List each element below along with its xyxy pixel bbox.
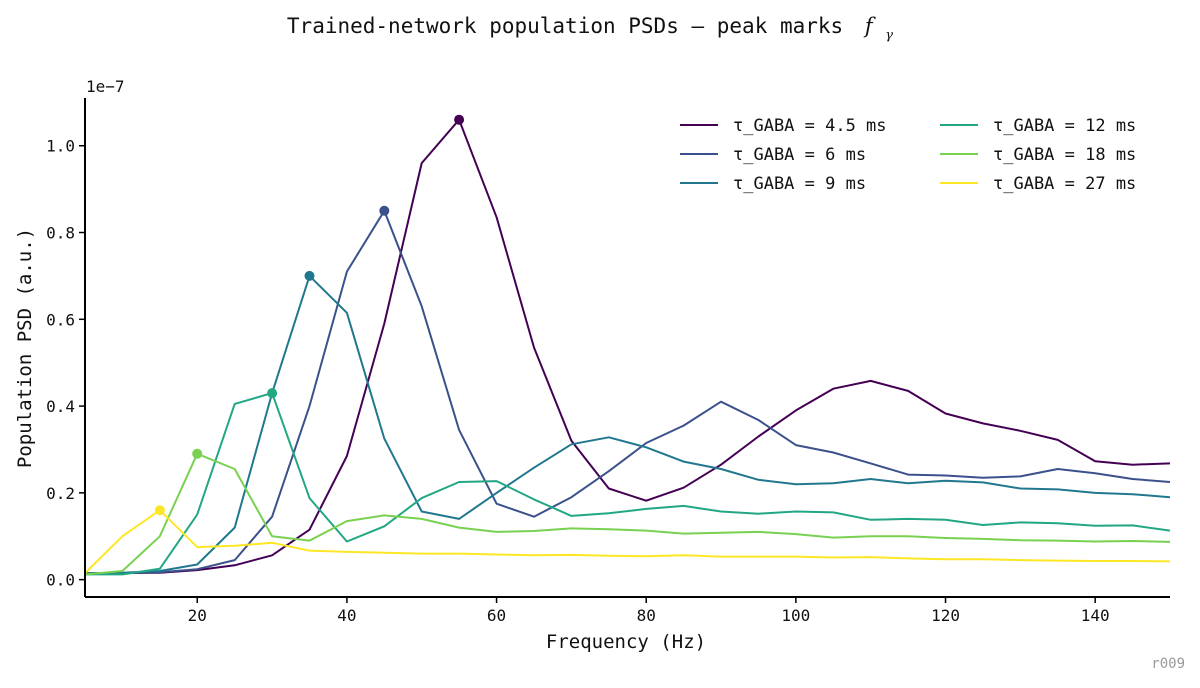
series-line-5 — [84, 509, 1171, 574]
y-tick-label: 0.8 — [46, 224, 75, 243]
x-tick-label: 100 — [781, 606, 810, 625]
peak-marker-2 — [304, 270, 315, 281]
series-layer — [84, 118, 1171, 576]
series-line-4 — [84, 452, 1171, 576]
chart-title-symbol: f — [863, 14, 876, 38]
legend-label-2: τ_GABA = 9 ms — [733, 174, 866, 194]
series-line-0 — [85, 118, 1171, 575]
y-axis-label: Population PSD (a.u.) — [14, 228, 36, 468]
x-axis-label: Frequency (Hz) — [546, 631, 706, 653]
legend: τ_GABA = 4.5 ms τ_GABA = 6 ms τ_GABA = 9 m… — [680, 116, 1136, 194]
peak-marker-1 — [379, 205, 390, 216]
chart-title-subscript: γ — [885, 28, 893, 43]
x-tick-label: 40 — [337, 606, 356, 625]
legend-label-5: τ_GABA = 27 ms — [993, 174, 1136, 194]
y-ticks: 0.0 0.2 0.4 0.6 0.8 1.0 — [46, 137, 85, 590]
y-tick-label: 0.4 — [46, 397, 75, 416]
x-ticks: 20 40 60 80 100 120 140 — [188, 597, 1110, 625]
chart-title-text: Trained-network population PSDs — peak m… — [287, 14, 843, 38]
y-offset-text: 1e−7 — [86, 77, 125, 96]
x-tick-label: 20 — [188, 606, 207, 625]
x-tick-label: 140 — [1081, 606, 1110, 625]
x-tick-label: 80 — [637, 606, 656, 625]
legend-label-4: τ_GABA = 18 ms — [993, 145, 1136, 165]
series-line-3 — [85, 392, 1171, 576]
legend-label-0: τ_GABA = 4.5 ms — [733, 116, 887, 136]
series-line-1 — [85, 209, 1171, 575]
peak-marker-4 — [192, 448, 203, 459]
chart-title: Trained-network population PSDs — peak m… — [287, 14, 893, 43]
x-tick-label: 60 — [487, 606, 506, 625]
x-tick-label: 120 — [931, 606, 960, 625]
corner-label: r009 — [1151, 656, 1185, 672]
peak-marker-0 — [454, 114, 465, 125]
legend-label-3: τ_GABA = 12 ms — [993, 116, 1136, 136]
peak-marker-5 — [154, 505, 165, 516]
y-tick-label: 0.2 — [46, 484, 75, 503]
series-line-2 — [84, 274, 1171, 575]
peak-markers — [154, 114, 465, 516]
y-tick-label: 1.0 — [46, 137, 75, 156]
legend-label-1: τ_GABA = 6 ms — [733, 145, 866, 165]
y-tick-label: 0.0 — [46, 571, 75, 590]
y-tick-label: 0.6 — [46, 310, 75, 329]
peak-marker-3 — [267, 388, 278, 399]
